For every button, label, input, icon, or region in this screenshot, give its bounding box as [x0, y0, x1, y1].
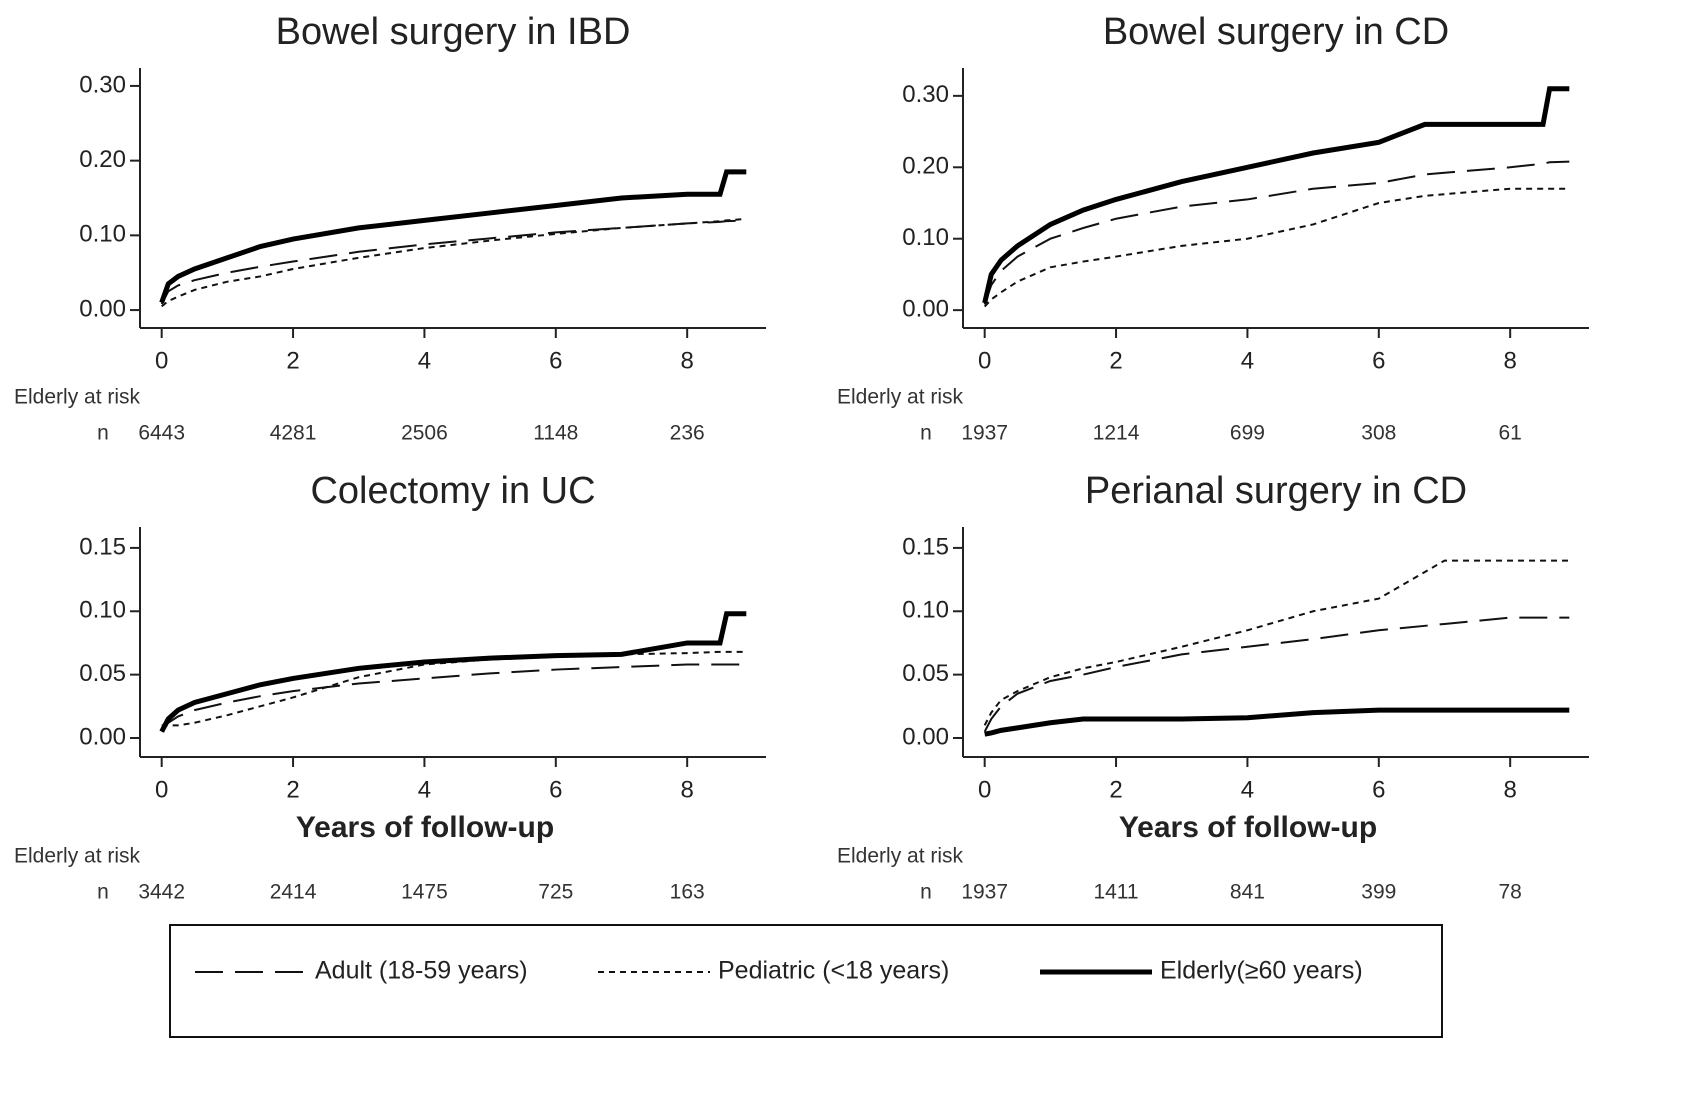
- risk-value: 1937: [961, 881, 1008, 904]
- legend-label: Adult (18-59 years): [315, 957, 528, 985]
- risk-value: 308: [1361, 422, 1396, 445]
- risk-value: 236: [670, 422, 705, 445]
- y-tick-label: 0.00: [902, 723, 949, 750]
- x-tick-label: 8: [1503, 776, 1516, 803]
- risk-value: 6443: [138, 422, 185, 445]
- risk-value: 399: [1361, 881, 1396, 904]
- risk-value: 61: [1498, 422, 1521, 445]
- y-tick-label: 0.10: [79, 221, 126, 248]
- x-tick-label: 2: [1109, 347, 1122, 374]
- legend-label: Elderly(≥60 years): [1160, 957, 1363, 985]
- x-tick-label: 2: [286, 347, 299, 374]
- y-tick-label: 0.20: [79, 146, 126, 173]
- risk-value: 78: [1498, 881, 1521, 904]
- risk-label: Elderly at risk: [14, 845, 141, 868]
- y-tick-label: 0.05: [79, 660, 126, 687]
- y-tick-label: 0.30: [902, 81, 949, 108]
- legend-label: Pediatric (<18 years): [718, 957, 949, 985]
- y-tick-label: 0.10: [902, 597, 949, 624]
- survival-curve: [984, 707, 1570, 737]
- risk-value: 1937: [961, 422, 1008, 445]
- survival-curve: [161, 217, 747, 308]
- x-tick-label: 6: [549, 776, 562, 803]
- risk-value: 1148: [533, 422, 578, 445]
- x-axis-label: Years of follow-up: [1119, 811, 1377, 844]
- x-tick-label: 2: [286, 776, 299, 803]
- risk-value: 725: [538, 881, 573, 904]
- survival-curve: [982, 86, 1570, 304]
- risk-n-label: n: [920, 881, 932, 904]
- risk-value: 841: [1230, 881, 1265, 904]
- risk-value: 163: [670, 881, 705, 904]
- risk-n-label: n: [97, 881, 109, 904]
- y-tick-label: 0.00: [902, 295, 949, 322]
- risk-value: 3442: [138, 881, 185, 904]
- x-tick-label: 0: [155, 347, 168, 374]
- survival-curve: [983, 559, 1570, 726]
- x-tick-label: 2: [1109, 776, 1122, 803]
- risk-value: 2506: [401, 422, 448, 445]
- risk-n-label: n: [97, 422, 109, 445]
- chart-title: Perianal surgery in CD: [1085, 470, 1467, 512]
- risk-value: 1475: [401, 881, 448, 904]
- x-tick-label: 6: [549, 347, 562, 374]
- survival-curve: [161, 650, 747, 727]
- y-tick-label: 0.30: [79, 71, 126, 98]
- survival-curve: [983, 187, 1570, 308]
- survival-curve: [983, 160, 1570, 305]
- risk-value: 1411: [1093, 881, 1138, 904]
- y-tick-label: 0.00: [79, 295, 126, 322]
- survival-curve: [983, 616, 1570, 733]
- x-tick-label: 8: [680, 347, 693, 374]
- x-axis-label: Years of follow-up: [296, 811, 554, 844]
- survival-curve: [159, 611, 747, 733]
- y-tick-label: 0.15: [79, 533, 126, 560]
- risk-label: Elderly at risk: [837, 386, 964, 409]
- y-tick-label: 0.15: [902, 533, 949, 560]
- chart-title: Bowel surgery in IBD: [276, 11, 631, 53]
- x-tick-label: 0: [978, 347, 991, 374]
- risk-value: 1214: [1093, 422, 1140, 445]
- y-tick-label: 0.00: [79, 723, 126, 750]
- chart-title: Bowel surgery in CD: [1103, 11, 1449, 53]
- x-tick-label: 0: [978, 776, 991, 803]
- risk-label: Elderly at risk: [837, 845, 964, 868]
- x-tick-label: 8: [1503, 347, 1516, 374]
- legend-box: [169, 924, 1443, 1038]
- x-tick-label: 4: [418, 347, 431, 374]
- chart-title: Colectomy in UC: [310, 470, 595, 512]
- x-tick-label: 4: [418, 776, 431, 803]
- x-tick-label: 4: [1241, 776, 1254, 803]
- risk-value: 4281: [270, 422, 317, 445]
- x-tick-label: 8: [680, 776, 693, 803]
- y-tick-label: 0.10: [79, 597, 126, 624]
- y-tick-label: 0.10: [902, 224, 949, 251]
- survival-curve: [160, 663, 747, 733]
- x-tick-label: 0: [155, 776, 168, 803]
- survival-curve: [159, 169, 747, 304]
- x-tick-label: 4: [1241, 347, 1254, 374]
- y-tick-label: 0.05: [902, 660, 949, 687]
- survival-curve: [160, 219, 747, 305]
- risk-value: 699: [1230, 422, 1265, 445]
- risk-label: Elderly at risk: [14, 386, 141, 409]
- x-tick-label: 6: [1372, 347, 1385, 374]
- risk-n-label: n: [920, 422, 932, 445]
- risk-value: 2414: [270, 881, 317, 904]
- y-tick-label: 0.20: [902, 153, 949, 180]
- x-tick-label: 6: [1372, 776, 1385, 803]
